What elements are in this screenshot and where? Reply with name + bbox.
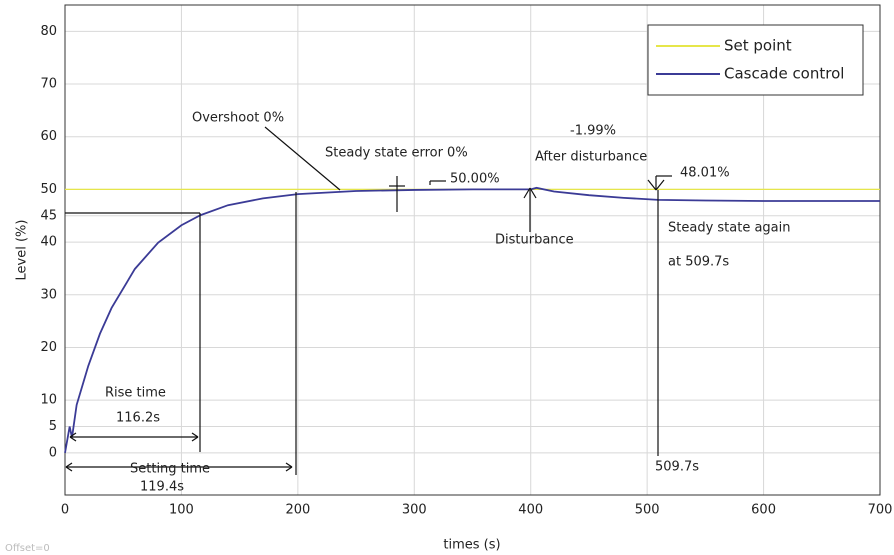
- x-tick-label: 0: [61, 503, 69, 518]
- annotation: 119.4s: [140, 480, 184, 495]
- plot-frame: [64, 4, 881, 496]
- annotation-line: [191, 436, 199, 442]
- y-tick-label: 0: [49, 445, 57, 460]
- annotation-line: [655, 179, 665, 191]
- annotation-line: [264, 126, 341, 191]
- annotation: 509.7s: [655, 460, 699, 475]
- annotation: Steady state again: [668, 221, 791, 236]
- y-tick-label: 10: [40, 393, 57, 408]
- x-tick-label: 100: [169, 503, 194, 518]
- annotation-line: [285, 466, 293, 472]
- annotation: 50.00%: [450, 172, 500, 187]
- annotation-line: [65, 462, 73, 468]
- x-tick-label: 200: [285, 503, 310, 518]
- y-tick-label: 50: [40, 182, 57, 197]
- annotation: Steady state error 0%: [325, 146, 468, 161]
- annotation: 116.2s: [116, 411, 160, 426]
- annotation-line: [285, 462, 293, 468]
- legend-label: Cascade control: [724, 65, 844, 83]
- y-tick-label: 45: [40, 208, 57, 223]
- annotation: Disturbance: [495, 233, 574, 248]
- annotation: Rise time: [105, 386, 166, 401]
- series-line: [64, 186, 880, 454]
- y-tick-label: 5: [49, 419, 57, 434]
- y-tick-label: 70: [40, 77, 57, 92]
- x-axis-label: times (s): [443, 538, 500, 553]
- annotation-line: [523, 187, 531, 199]
- annotation: -1.99%: [570, 124, 616, 139]
- y-tick-label: 60: [40, 129, 57, 144]
- annotation-line: [69, 432, 77, 438]
- x-tick-label: 700: [868, 503, 893, 518]
- x-tick-label: 500: [635, 503, 660, 518]
- x-tick-label: 400: [518, 503, 543, 518]
- annotation-line: [191, 432, 199, 438]
- y-tick-label: 30: [40, 287, 57, 302]
- annotation: Overshoot 0%: [192, 111, 284, 126]
- annotation: at 509.7s: [668, 255, 729, 270]
- annotation-line: [647, 179, 657, 191]
- legend-box: [647, 24, 864, 96]
- annotation: Setting time: [130, 462, 210, 477]
- y-axis-label: Level (%): [15, 220, 30, 281]
- y-tick-label: 40: [40, 235, 57, 250]
- x-tick-label: 600: [751, 503, 776, 518]
- annotation: Offset=0: [5, 543, 50, 554]
- annotation: 48.01%: [680, 166, 730, 181]
- x-tick-label: 300: [402, 503, 427, 518]
- annotation: After disturbance: [535, 150, 647, 165]
- legend-label: Set point: [724, 37, 792, 55]
- y-tick-label: 80: [40, 24, 57, 39]
- annotation-line: [529, 187, 537, 199]
- annotation-line: [69, 436, 77, 442]
- y-tick-label: 20: [40, 340, 57, 355]
- annotation-line: [65, 466, 73, 472]
